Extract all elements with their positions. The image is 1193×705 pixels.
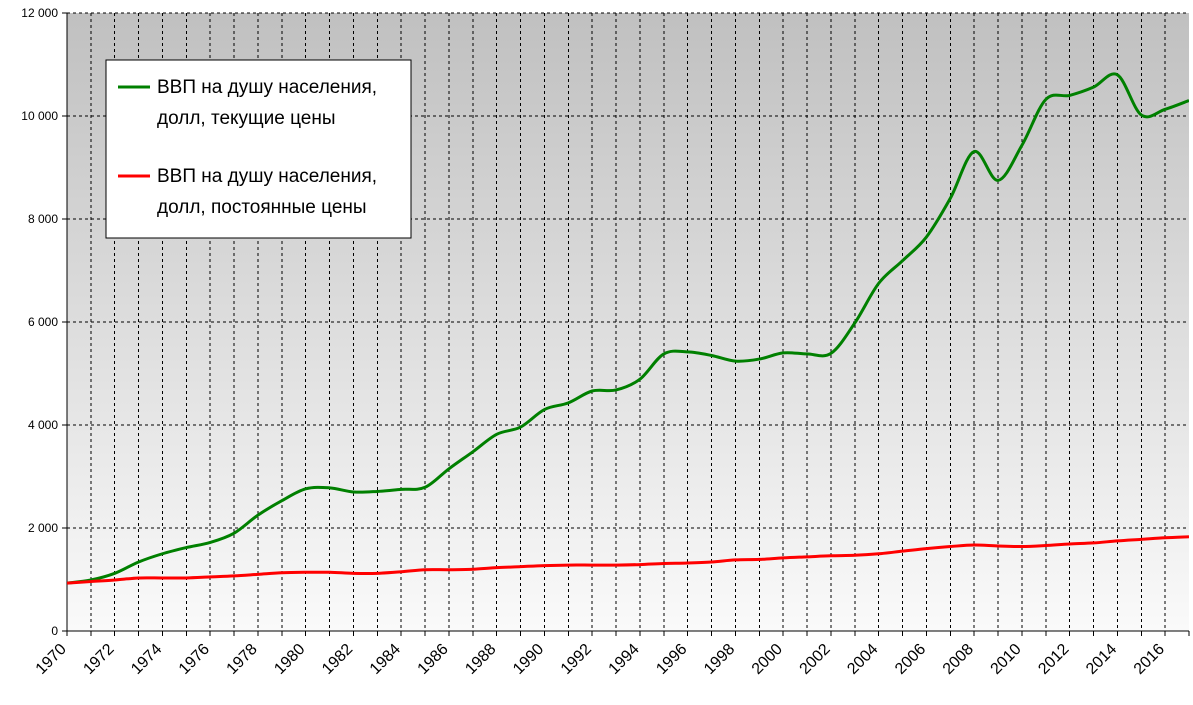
x-tick-label: 1972: [80, 641, 117, 678]
x-tick-label: 1970: [33, 641, 70, 678]
x-tick-label: 1982: [319, 641, 356, 678]
x-tick-label: 2014: [1083, 641, 1120, 678]
x-tick-label: 1986: [415, 641, 452, 678]
x-tick-label: 1988: [462, 641, 499, 678]
y-tick-label: 12 000: [21, 6, 58, 20]
series-line-1: [67, 72, 1189, 585]
x-tick-label: 1994: [606, 641, 643, 678]
x-tick-label: 1998: [701, 641, 738, 678]
x-tick-label: 2016: [1131, 641, 1168, 678]
legend-label-2-line-1: ВВП на душу населения,: [157, 166, 377, 187]
y-tick-label: 6 000: [28, 315, 58, 329]
x-tick-label: 2004: [844, 641, 881, 678]
y-tick-label: 8 000: [28, 212, 58, 226]
legend: ВВП на душу населения, долл, текущие цены…: [105, 59, 412, 239]
x-tick-label: 1990: [510, 641, 547, 678]
x-tick-label: 2012: [1035, 641, 1072, 678]
legend-label-1-line-2: долл, текущие цены: [157, 108, 336, 129]
legend-label-1-line-1: ВВП на душу населения,: [157, 77, 377, 98]
series-lines: [67, 72, 1189, 585]
x-tick-label: 2000: [749, 641, 786, 678]
x-axis-ticks: 1970 1972 1974 1976 1978 1980 1982 1984 1986 1988…: [33, 631, 1190, 678]
y-tick-label: 2 000: [28, 521, 58, 535]
x-tick-label: 2008: [940, 641, 977, 678]
legend-box: [105, 59, 412, 239]
x-tick-label: 2002: [797, 641, 834, 678]
legend-label-2-line-2: долл, постоянные цены: [157, 197, 367, 218]
series-line-2: [67, 535, 1189, 585]
x-tick-label: 1984: [367, 641, 404, 678]
x-tick-label: 1980: [271, 641, 308, 678]
x-tick-label: 1978: [224, 641, 261, 678]
y-tick-label: 10 000: [21, 109, 58, 123]
x-tick-label: 2006: [892, 641, 929, 678]
x-tick-label: 1992: [558, 641, 595, 678]
x-tick-label: 1974: [128, 641, 165, 678]
y-tick-label: 4 000: [28, 418, 58, 432]
x-tick-label: 2010: [988, 641, 1025, 678]
y-tick-label: 0: [51, 624, 58, 638]
x-tick-label: 1976: [176, 641, 213, 678]
x-tick-label: 1996: [653, 641, 690, 678]
y-axis-ticks: 0 2 000 4 000 6 000 8 000 10 000 12 000: [21, 6, 67, 638]
